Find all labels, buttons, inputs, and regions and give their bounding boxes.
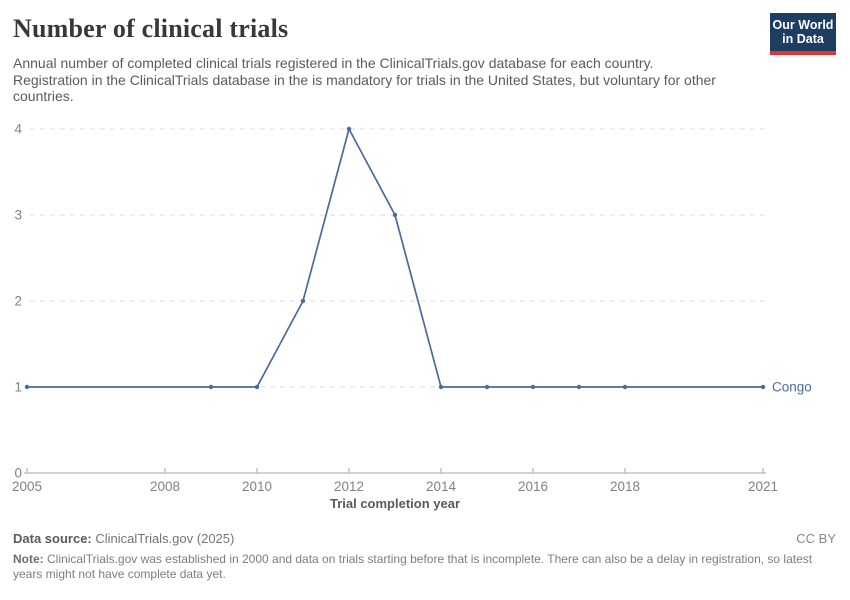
series-line[interactable] <box>27 128 763 388</box>
license-badge[interactable]: CC BY <box>796 531 836 546</box>
owid-logo-line2: in Data <box>782 32 824 47</box>
data-point[interactable] <box>576 384 582 390</box>
footer-source-row: Data source: ClinicalTrials.gov (2025) C… <box>13 531 836 546</box>
owid-logo-line1: Our World <box>772 18 834 32</box>
x-tick-label: 2010 <box>242 479 272 494</box>
data-point[interactable] <box>346 126 352 132</box>
x-tick-label: 2005 <box>12 479 42 494</box>
data-point[interactable] <box>622 384 628 390</box>
page-title: Number of clinical trials <box>13 14 289 43</box>
owid-logo[interactable]: Our World in Data <box>770 13 836 55</box>
footer-note: Note: ClinicalTrials.gov was established… <box>13 552 825 581</box>
data-source-value[interactable]: ClinicalTrials.gov (2025) <box>95 531 235 546</box>
y-tick-label: 4 <box>14 122 22 137</box>
data-point[interactable] <box>392 212 398 218</box>
x-tick-label: 2016 <box>518 479 548 494</box>
x-tick-label: 2014 <box>426 479 457 494</box>
data-point[interactable] <box>300 298 306 304</box>
data-point[interactable] <box>760 384 766 390</box>
x-tick-label: 2008 <box>150 479 180 494</box>
note-label: Note: <box>13 552 44 566</box>
x-tick-label: 2021 <box>748 479 778 494</box>
line-chart[interactable]: 0 1 2 3 4 2005 2008 2010 2012 2014 2016 2018 2021 Con… <box>0 110 850 520</box>
x-tick-label: 2012 <box>334 479 364 494</box>
y-tick-label: 1 <box>14 380 22 395</box>
y-tick-label: 0 <box>14 466 22 481</box>
chart-subtitle: Annual number of completed clinical tria… <box>13 55 716 104</box>
data-point[interactable] <box>530 384 536 390</box>
x-tick-label: 2018 <box>610 479 640 494</box>
note-text: ClinicalTrials.gov was established in 20… <box>13 552 813 581</box>
data-point[interactable] <box>484 384 490 390</box>
x-axis-title: Trial completion year <box>330 496 460 511</box>
series-end-label[interactable]: Congo <box>772 380 812 395</box>
y-tick-label: 2 <box>14 294 22 309</box>
data-point[interactable] <box>438 384 444 390</box>
data-point[interactable] <box>208 384 214 390</box>
data-point[interactable] <box>24 384 30 390</box>
y-tick-label: 3 <box>14 208 22 223</box>
data-source-label: Data source: <box>13 531 92 546</box>
data-point[interactable] <box>254 384 260 390</box>
